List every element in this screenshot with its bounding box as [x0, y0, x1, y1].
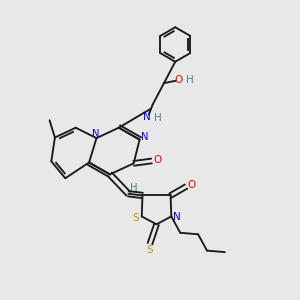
- Text: N: N: [143, 112, 151, 122]
- Text: S: S: [146, 245, 153, 255]
- Text: N: N: [92, 129, 99, 139]
- Text: N: N: [173, 212, 181, 222]
- Text: N: N: [141, 132, 148, 142]
- Text: O: O: [188, 180, 196, 190]
- Text: H: H: [154, 113, 162, 124]
- Text: O: O: [175, 75, 183, 85]
- Text: O: O: [153, 155, 162, 165]
- Text: H: H: [186, 75, 194, 85]
- Text: H: H: [130, 183, 138, 193]
- Text: S: S: [132, 213, 139, 223]
